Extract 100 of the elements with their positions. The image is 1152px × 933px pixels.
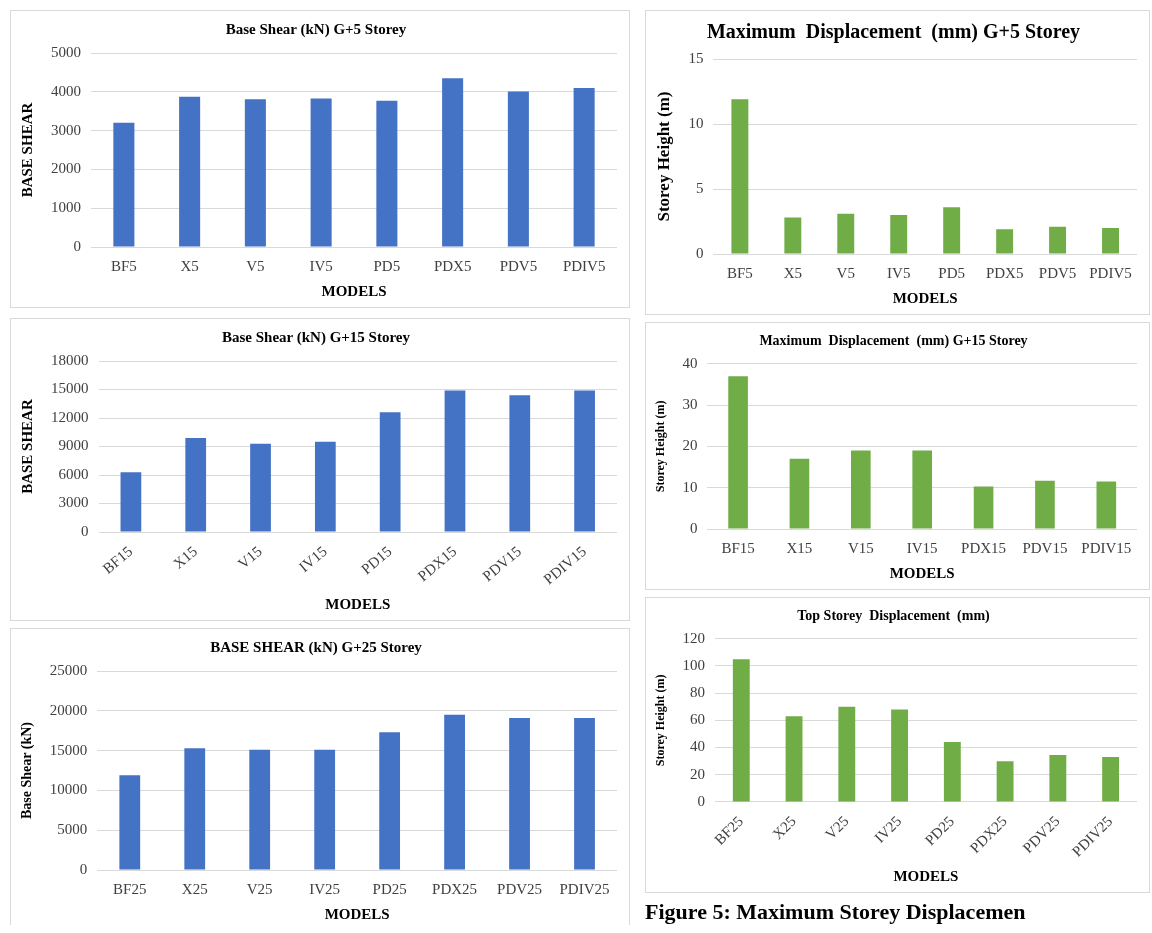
y-tick-label: 0 (689, 519, 698, 536)
bar (184, 748, 206, 870)
bar (574, 717, 595, 870)
bar (120, 472, 142, 532)
x-axis-title: MODELS (324, 905, 390, 922)
bar (732, 659, 750, 802)
x-tick-label: X5 (783, 264, 802, 281)
y-tick-label: 6000 (58, 465, 89, 482)
bar (891, 709, 909, 802)
x-tick-label: IV5 (309, 257, 333, 274)
x-tick-label: BF25 (113, 880, 147, 897)
bar (507, 91, 529, 247)
y-tick-label: 5000 (51, 43, 81, 60)
y-tick-label: 0 (695, 244, 704, 261)
bar (376, 100, 398, 247)
bar (573, 87, 595, 247)
x-axis-title: MODELS (893, 867, 959, 884)
bar (444, 714, 465, 870)
bar (728, 376, 748, 529)
y-tick-label: 10000 (49, 781, 88, 798)
y-tick-label: 100 (682, 656, 705, 673)
y-tick-label: 0 (697, 792, 705, 809)
y-tick-label: 10 (688, 114, 704, 131)
bar (179, 96, 201, 247)
y-tick-label: 4000 (51, 82, 81, 99)
bar (1102, 228, 1119, 254)
y-tick-label: 12000 (51, 408, 89, 425)
x-tick-label: V5 (836, 264, 855, 281)
y-tick-label: 20000 (49, 701, 88, 718)
x-tick-label: PDV25 (497, 880, 543, 897)
y-axis-title: Base Shear (kN) (19, 721, 36, 819)
x-tick-label: X15 (786, 539, 813, 556)
x-tick-label: X5 (180, 257, 199, 274)
bar (851, 450, 871, 529)
y-tick-label: 120 (682, 629, 705, 646)
y-tick-label: 18000 (51, 351, 89, 368)
x-tick-label: PD5 (938, 264, 966, 281)
bar (1096, 481, 1117, 529)
x-tick-label: X25 (769, 812, 799, 843)
y-tick-label: 1000 (51, 199, 81, 216)
x-tick-label: V5 (246, 257, 265, 274)
bar (838, 706, 856, 802)
y-tick-label: 3000 (51, 121, 81, 138)
caption: Figure 5: Maximum Storey Displacemen (645, 899, 1027, 925)
bar (310, 98, 332, 247)
bar (731, 99, 749, 254)
y-tick-label: 40 (689, 738, 705, 755)
bar (1049, 755, 1067, 802)
bar (785, 716, 803, 802)
y-tick-label: 25000 (49, 661, 88, 678)
x-tick-label: PDV5 (1038, 264, 1077, 281)
x-tick-label: V25 (822, 812, 852, 843)
y-tick-label: 60 (689, 711, 705, 728)
x-tick-label: BF5 (110, 257, 137, 274)
y-tick-label: 3000 (58, 494, 89, 511)
x-tick-label: BF5 (726, 264, 753, 281)
y-axis-title: Storey Height (m) (653, 91, 673, 222)
y-tick-label: 2000 (51, 160, 81, 177)
bar (185, 437, 207, 532)
y-axis-title: Storey Height (m) (653, 674, 668, 767)
bar (789, 458, 810, 529)
bar (996, 229, 1014, 254)
x-axis-title: MODELS (325, 595, 391, 612)
bar (244, 99, 266, 247)
bar (943, 742, 961, 802)
chart-title: Maximum Displacement (mm) G+15 Storey (759, 333, 1028, 350)
bar (250, 443, 271, 532)
chart-title: Maximum Displacement (mm) G+5 Storey (706, 20, 1081, 44)
x-axis-title: MODELS (892, 289, 958, 306)
chart-title: Base Shear (kN) G+15 Storey (222, 328, 411, 346)
bar (973, 486, 994, 529)
bar (574, 390, 595, 532)
x-axis-title: MODELS (321, 282, 387, 299)
y-tick-label: 15 (688, 49, 704, 66)
x-tick-label: PDX5 (985, 264, 1024, 281)
x-tick-label: PDIV5 (562, 257, 606, 274)
bar (943, 207, 961, 254)
x-tick-label: PDX5 (433, 257, 472, 274)
bar (1035, 480, 1055, 529)
x-tick-label: PD5 (373, 257, 401, 274)
y-tick-label: 0 (81, 523, 89, 540)
bar (119, 775, 141, 870)
x-tick-label: PDIV5 (1089, 264, 1132, 281)
bar (509, 717, 530, 870)
y-tick-label: 15000 (51, 380, 89, 397)
x-tick-label: PDV15 (1022, 539, 1068, 556)
x-tick-label: IV25 (309, 880, 341, 897)
chart-title: BASE SHEAR (kN) G+25 Storey (210, 638, 423, 656)
y-tick-label: 20 (689, 765, 705, 782)
y-tick-label: 9000 (58, 437, 89, 454)
x-tick-label: PDV5 (499, 257, 538, 274)
bar (837, 213, 855, 254)
x-tick-label: PD25 (372, 880, 407, 897)
y-axis-title: BASE SHEAR (18, 102, 35, 198)
x-tick-label: V25 (246, 880, 273, 897)
x-tick-label: PDIV25 (559, 880, 610, 897)
y-tick-label: 40 (682, 354, 698, 371)
bar (509, 395, 531, 532)
y-tick-label: 30 (682, 396, 698, 413)
y-tick-label: 80 (689, 684, 705, 701)
